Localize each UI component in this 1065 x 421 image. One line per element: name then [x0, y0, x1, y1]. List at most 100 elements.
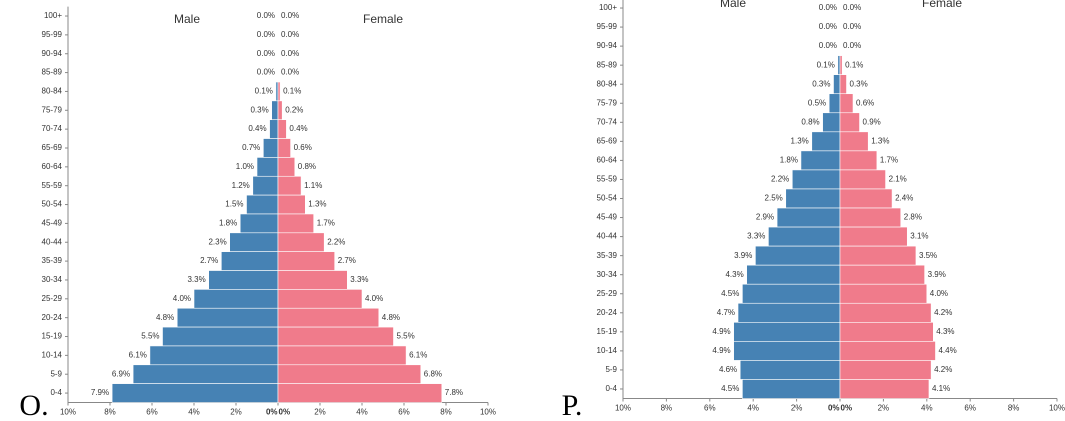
bar: [839, 131, 869, 152]
value-label: 1.2%: [232, 181, 250, 190]
bar: [277, 326, 394, 347]
bar: [277, 119, 287, 139]
y-tick-label: 70-74: [42, 124, 63, 133]
x-tick-label: 8%: [440, 408, 452, 417]
x-tick-label: 4%: [188, 408, 200, 417]
x-tick-label: 6%: [964, 404, 976, 413]
y-tick-label: 20-24: [597, 308, 618, 317]
value-label: 0.3%: [812, 79, 830, 88]
x-tick-label: 4%: [921, 404, 933, 413]
x-tick-label: 2%: [878, 404, 890, 413]
bar: [739, 360, 841, 380]
y-tick-label: 25-29: [42, 294, 63, 303]
series-title: Female: [922, 0, 962, 10]
bar: [277, 270, 348, 290]
x-tick-label: 6%: [398, 408, 410, 417]
bar: [839, 55, 843, 75]
value-label: 4.8%: [156, 313, 174, 322]
x-tick-label: 8%: [661, 404, 673, 413]
x-tick-label: 2%: [314, 408, 326, 417]
bar: [839, 150, 878, 171]
bar: [256, 157, 279, 177]
x-tick-label: 0%: [279, 408, 291, 417]
y-tick-label: 40-44: [42, 237, 63, 246]
value-label: 0.0%: [843, 22, 861, 31]
value-label: 0.0%: [281, 11, 299, 20]
value-label: 0.1%: [255, 87, 273, 96]
bar: [277, 289, 363, 309]
bar: [733, 322, 841, 342]
y-tick-label: 55-59: [597, 175, 618, 184]
value-label: 1.7%: [880, 156, 898, 165]
value-label: 6.9%: [112, 369, 130, 378]
bar: [277, 383, 443, 403]
y-tick-label: 5-9: [50, 369, 62, 378]
value-label: 4.9%: [712, 346, 730, 355]
x-tick-label: 10%: [480, 408, 496, 417]
value-label: 0.0%: [281, 49, 299, 58]
value-label: 1.3%: [308, 200, 326, 209]
y-tick-label: 95-99: [597, 22, 618, 31]
bar: [768, 226, 841, 247]
value-label: 4.6%: [719, 365, 737, 374]
value-label: 0.0%: [843, 41, 861, 50]
value-label: 0.6%: [856, 98, 874, 107]
value-label: 0.7%: [242, 143, 260, 152]
bar: [229, 232, 279, 252]
value-label: 4.0%: [365, 294, 383, 303]
panel-label: O.: [19, 389, 48, 421]
value-label: 0.1%: [845, 60, 863, 69]
x-tick-label: 0%: [266, 408, 278, 417]
value-label: 6.8%: [424, 369, 442, 378]
y-tick-label: 60-64: [597, 156, 618, 165]
bar: [800, 150, 841, 171]
x-tick-label: 0%: [828, 404, 840, 413]
y-tick-label: 10-14: [42, 350, 63, 359]
y-tick-label: 100+: [44, 11, 62, 20]
value-label: 2.7%: [338, 256, 356, 265]
value-label: 0.4%: [289, 124, 307, 133]
bar: [839, 93, 854, 114]
y-tick-label: 30-34: [597, 270, 618, 279]
bar: [742, 283, 841, 304]
value-label: 3.9%: [734, 251, 752, 260]
y-tick-label: 70-74: [597, 117, 618, 126]
value-label: 3.1%: [910, 232, 928, 241]
value-label: 2.5%: [765, 194, 783, 203]
value-label: 3.5%: [919, 251, 937, 260]
series-title: Male: [720, 0, 746, 10]
value-label: 7.9%: [91, 388, 109, 397]
value-label: 2.9%: [756, 213, 774, 222]
bar: [176, 307, 279, 328]
panel-label: P.: [562, 389, 583, 421]
value-label: 2.3%: [208, 237, 226, 246]
value-label: 0.2%: [285, 105, 303, 114]
y-tick-label: 95-99: [42, 30, 63, 39]
x-tick-label: 10%: [60, 408, 76, 417]
x-tick-label: 6%: [146, 408, 158, 417]
bar: [193, 289, 279, 309]
bar: [839, 169, 886, 190]
y-tick-label: 75-79: [597, 98, 618, 107]
value-label: 0.9%: [863, 117, 881, 126]
bar: [277, 194, 306, 215]
value-label: 0.1%: [283, 87, 301, 96]
bar: [839, 188, 893, 209]
value-label: 1.3%: [871, 136, 889, 145]
x-tick-label: 2%: [230, 408, 242, 417]
bar: [737, 302, 841, 323]
y-tick-label: 15-19: [42, 332, 63, 341]
value-label: 0.8%: [298, 162, 316, 171]
y-tick-label: 85-89: [597, 60, 618, 69]
value-label: 4.4%: [938, 346, 956, 355]
bar: [839, 341, 936, 361]
value-label: 2.2%: [327, 237, 345, 246]
value-label: 1.7%: [317, 219, 335, 228]
value-label: 5.5%: [397, 332, 415, 341]
bar: [277, 81, 281, 102]
value-label: 4.5%: [721, 289, 739, 298]
y-tick-label: 25-29: [597, 289, 618, 298]
y-tick-label: 15-19: [597, 327, 618, 336]
y-tick-label: 35-39: [42, 256, 63, 265]
bar: [833, 74, 841, 95]
